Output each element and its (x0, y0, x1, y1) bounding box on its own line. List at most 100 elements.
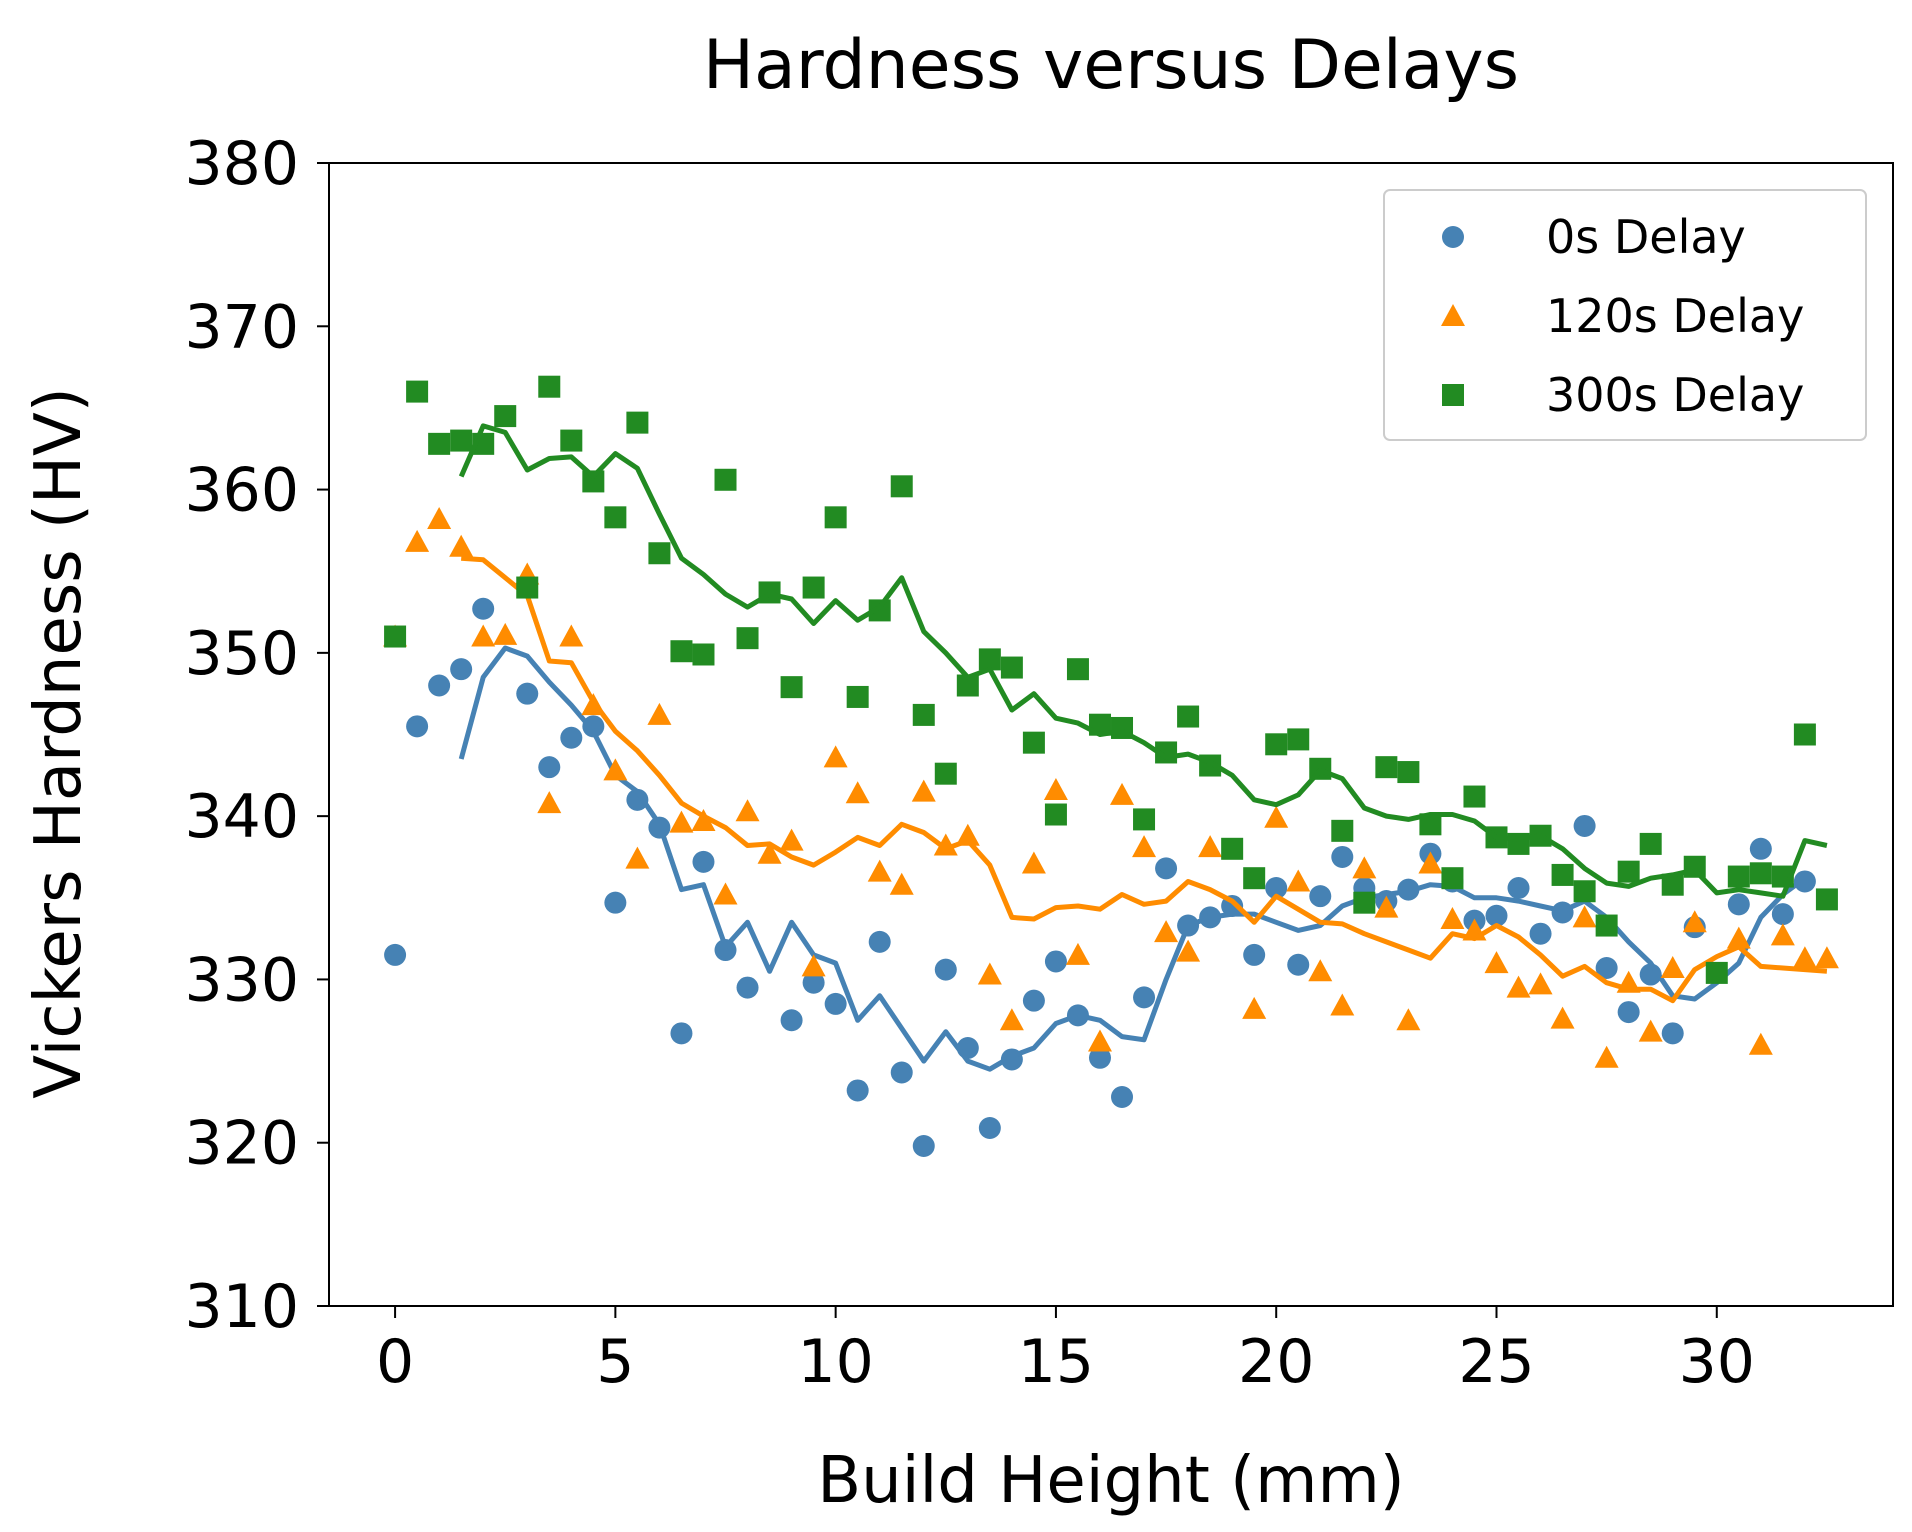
data-point (1727, 865, 1750, 888)
data-point (1154, 920, 1179, 943)
y-tick-label: 340 (184, 782, 299, 852)
data-point (670, 640, 693, 663)
data-point (1484, 951, 1509, 974)
data-point (1000, 656, 1023, 679)
data-point (626, 411, 649, 434)
data-point (1661, 873, 1684, 896)
data-point (1749, 862, 1772, 885)
data-point (1265, 733, 1288, 756)
data-point (1021, 851, 1046, 874)
y-tick-label: 310 (184, 1272, 299, 1342)
data-point (802, 576, 825, 599)
data-point (647, 702, 672, 725)
data-point (625, 846, 650, 869)
data-point (890, 475, 913, 498)
data-point (538, 756, 561, 779)
data-point (405, 529, 430, 552)
trend-line (458, 423, 1828, 899)
data-point (1617, 1001, 1640, 1024)
data-point (1660, 955, 1685, 978)
data-point (1529, 922, 1552, 945)
series-120s-delay (383, 506, 1839, 1068)
legend-marker (1442, 226, 1464, 248)
data-point (1198, 835, 1223, 858)
axes-frame (328, 162, 1894, 1307)
data-point (868, 599, 891, 622)
data-point (934, 958, 957, 981)
chart-title: Hardness versus Delays (703, 26, 1519, 105)
legend: 0s Delay 120s Delay 300s Delay (1383, 189, 1867, 441)
y-tick-label: 380 (184, 129, 299, 199)
data-point (1264, 805, 1289, 828)
data-point (1353, 891, 1376, 914)
data-point (1132, 835, 1157, 858)
data-point (692, 850, 715, 873)
series-0s-delay (384, 597, 1816, 1157)
data-point (428, 432, 451, 455)
data-point (757, 841, 782, 864)
data-point (1133, 808, 1156, 831)
x-tick-label: 25 (1458, 1327, 1534, 1397)
data-point (427, 506, 452, 529)
data-point (1749, 837, 1772, 860)
data-point (912, 703, 935, 726)
data-point (780, 1009, 803, 1032)
data-point (1485, 904, 1508, 927)
data-point (560, 726, 583, 749)
data-point (604, 506, 627, 529)
data-point (1506, 975, 1531, 998)
data-point (956, 674, 979, 697)
data-point (999, 1008, 1024, 1031)
data-point (1133, 986, 1156, 1009)
data-point (1309, 885, 1332, 908)
data-point (626, 788, 649, 811)
data-point (1287, 953, 1310, 976)
y-tick-label: 320 (184, 1109, 299, 1179)
data-point (1066, 658, 1089, 681)
data-point (384, 943, 407, 966)
data-point (912, 1134, 935, 1157)
data-point (780, 676, 803, 699)
data-point (1111, 1085, 1134, 1108)
data-point (516, 576, 539, 599)
data-point (977, 962, 1002, 985)
data-point (1397, 761, 1420, 784)
data-point (428, 674, 451, 697)
y-tick-label: 360 (184, 456, 299, 526)
data-point (1287, 728, 1310, 751)
data-point (933, 833, 958, 856)
legend-marker (1441, 304, 1465, 326)
y-tick-label: 350 (184, 619, 299, 689)
data-point (1726, 926, 1751, 949)
data-point (846, 1079, 869, 1102)
y-axis-label: Vickers Hardness (HV) (22, 387, 96, 1098)
data-point (1044, 803, 1067, 826)
data-point (537, 791, 562, 814)
legend-label: 300s Delay (1546, 368, 1804, 422)
data-point (1088, 1046, 1111, 1069)
x-tick-label: 10 (797, 1327, 873, 1397)
data-point (1705, 961, 1728, 984)
data-point (1682, 910, 1707, 933)
data-point (1770, 923, 1795, 946)
data-point (1330, 993, 1355, 1016)
x-tick-label: 20 (1238, 1327, 1314, 1397)
data-point (1792, 946, 1817, 969)
data-point (889, 872, 914, 895)
y-tick-label: 330 (184, 945, 299, 1015)
y-tick-label: 370 (184, 292, 299, 362)
data-point (845, 781, 870, 804)
data-point (867, 859, 892, 882)
x-tick-label: 0 (376, 1327, 414, 1397)
data-point (1814, 946, 1839, 969)
legend-label: 120s Delay (1546, 289, 1804, 343)
data-point (1573, 814, 1596, 837)
data-point (1440, 907, 1465, 930)
data-point (516, 682, 539, 705)
data-point (1352, 856, 1377, 879)
data-point (1793, 870, 1816, 893)
data-point (559, 624, 584, 647)
data-point (1065, 942, 1090, 965)
data-point (1242, 996, 1267, 1019)
data-point (736, 976, 759, 999)
